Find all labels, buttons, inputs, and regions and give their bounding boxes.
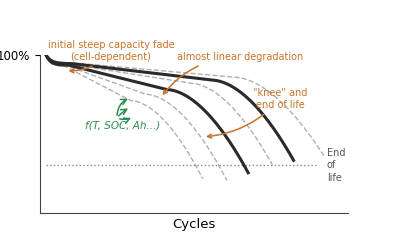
Text: End
of
life: End of life [327, 148, 345, 183]
Text: initial steep capacity fade
(cell-dependent): initial steep capacity fade (cell-depend… [48, 40, 174, 73]
Text: almost linear degradation: almost linear degradation [164, 52, 303, 94]
Text: "knee" and
end of life: "knee" and end of life [208, 88, 308, 138]
Text: f(T, SOC, Ah...): f(T, SOC, Ah...) [85, 121, 160, 131]
X-axis label: Cycles: Cycles [172, 218, 216, 231]
